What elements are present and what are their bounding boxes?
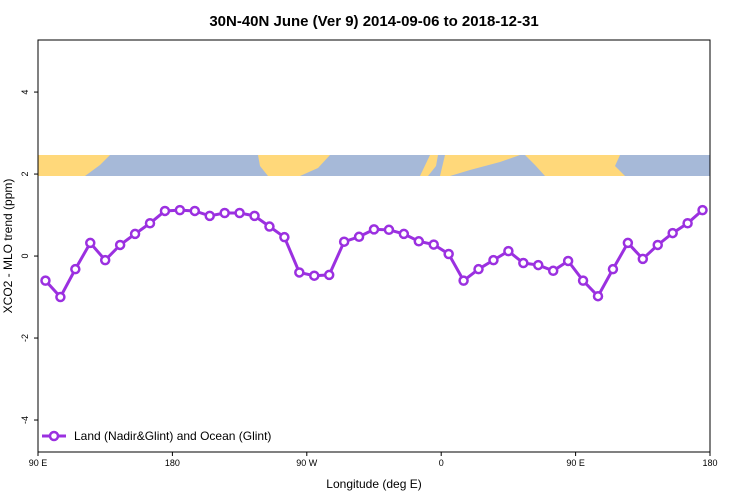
data-point [129, 228, 141, 240]
y-tick-label: 4 [20, 90, 30, 95]
data-point [99, 254, 111, 266]
data-point [592, 290, 604, 302]
data-point [518, 257, 529, 269]
data-point [323, 269, 335, 281]
data-point [249, 210, 260, 222]
data-point [682, 217, 693, 229]
data-point [189, 205, 201, 217]
data-point [174, 204, 186, 216]
data-point [398, 228, 410, 240]
data-point [204, 210, 215, 222]
series-line [44, 208, 704, 300]
data-point [234, 207, 245, 219]
data-point [577, 275, 589, 286]
data-point [503, 245, 514, 257]
data-point [264, 221, 275, 232]
data-point [279, 231, 290, 243]
legend-marker [48, 430, 60, 442]
data-point [159, 205, 171, 217]
y-tick-label: -4 [20, 416, 30, 424]
data-point [637, 253, 649, 265]
data-point [622, 237, 634, 249]
data-point [85, 237, 96, 249]
data-point [488, 254, 499, 266]
data-point [294, 267, 305, 278]
data-point [309, 270, 320, 281]
data-point [338, 236, 350, 247]
map-strip [38, 155, 710, 176]
data-point [428, 239, 439, 250]
data-point [144, 217, 156, 229]
data-point [353, 231, 365, 243]
y-tick-label: 0 [20, 254, 30, 259]
x-tick-label: 180 [165, 458, 180, 468]
data-point [533, 259, 544, 271]
x-tick-label: 90 E [29, 458, 48, 468]
data-point [413, 236, 425, 247]
data-point [55, 291, 66, 303]
data-point [383, 224, 395, 236]
data-point [219, 207, 230, 219]
x-tick-label: 0 [439, 458, 444, 468]
data-point [70, 263, 81, 275]
y-tick-label: 2 [20, 172, 30, 177]
data-point [652, 239, 663, 251]
x-tick-label: 180 [702, 458, 717, 468]
y-axis-label: XCO2 - MLO trend (ppm) [1, 179, 15, 314]
data-point [443, 248, 454, 260]
data-point [40, 275, 51, 286]
data-point [114, 239, 126, 251]
chart-title: 30N-40N June (Ver 9) 2014-09-06 to 2018-… [209, 13, 538, 30]
data-point [547, 265, 559, 277]
legend-label: Land (Nadir&Glint) and Ocean (Glint) [74, 429, 271, 443]
plot-frame [37, 39, 711, 453]
x-axis-label: Longitude (deg E) [326, 477, 421, 491]
data-point [473, 263, 484, 275]
x-tick-label: 90 E [566, 458, 585, 468]
data-point [368, 224, 380, 235]
x-tick-label: 90 W [296, 458, 318, 468]
data-point [607, 263, 619, 275]
data-point [458, 275, 469, 286]
data-point [562, 255, 574, 267]
data-point [667, 227, 678, 239]
y-tick-label: -2 [20, 334, 30, 342]
data-point [697, 204, 708, 216]
